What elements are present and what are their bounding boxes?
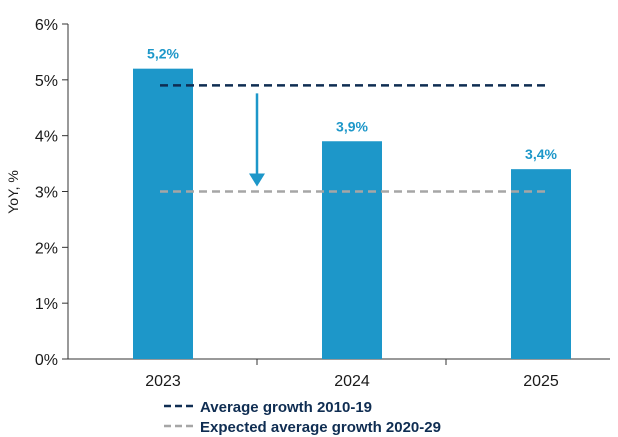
y-tick-label: 2% xyxy=(35,240,58,257)
legend-label: Expected average growth 2020-29 xyxy=(200,419,441,436)
y-tick-label: 3% xyxy=(35,185,58,202)
x-tick-label: 2023 xyxy=(145,373,181,390)
y-tick-label: 4% xyxy=(35,129,58,146)
y-axis: 0% 1% 2% 3% 4% 5% 6% xyxy=(35,17,69,369)
data-label: 5,2% xyxy=(147,46,179,62)
y-tick-label: 0% xyxy=(35,352,58,369)
bar xyxy=(322,141,382,359)
legend: Average growth 2010-19 Expected average g… xyxy=(164,399,441,436)
x-axis: 2023 2024 2025 xyxy=(68,358,610,390)
bar xyxy=(511,169,571,359)
x-tick-label: 2025 xyxy=(523,373,559,390)
bars: 5,2% 3,9% 3,4% xyxy=(133,46,571,360)
data-label: 3,9% xyxy=(336,118,368,134)
annotation xyxy=(249,93,265,187)
x-tick-label: 2024 xyxy=(334,373,370,390)
arrow-head xyxy=(249,173,265,187)
y-axis-label: YoY, % xyxy=(5,170,21,214)
bar xyxy=(133,68,193,360)
y-tick-label: 6% xyxy=(35,17,58,34)
legend-label: Average growth 2010-19 xyxy=(200,399,372,416)
y-tick-label: 5% xyxy=(35,73,58,90)
data-label: 3,4% xyxy=(525,146,557,162)
y-tick-label: 1% xyxy=(35,296,58,313)
